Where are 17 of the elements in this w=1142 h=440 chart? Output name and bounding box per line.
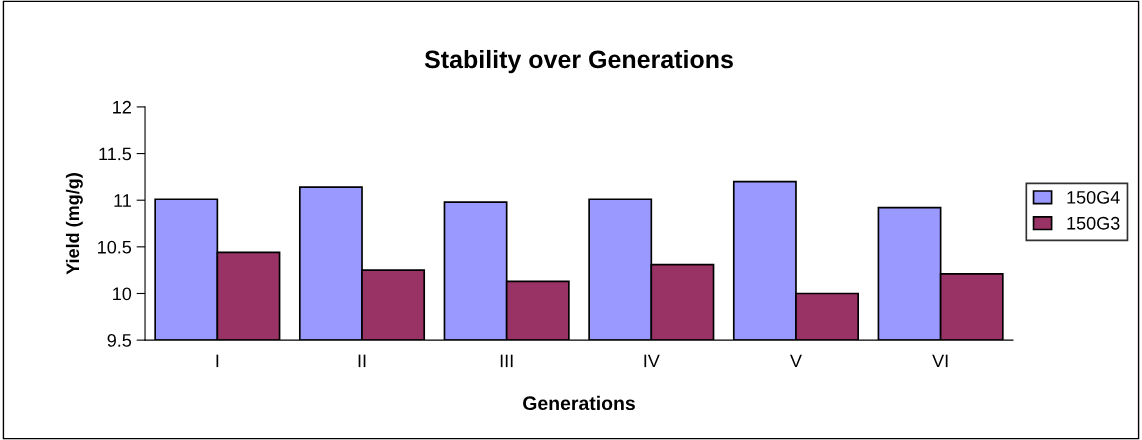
y-tick-label: 10 bbox=[113, 287, 132, 301]
legend-label: 150G4 bbox=[1067, 190, 1120, 204]
chart-title: Stability over Generations bbox=[424, 49, 733, 74]
y-tick-label: 10.5 bbox=[98, 240, 132, 254]
y-tick-label: 12 bbox=[113, 100, 131, 114]
y-tick-label: 11.5 bbox=[99, 147, 132, 161]
x-axis-title: Generations bbox=[523, 395, 635, 411]
x-tick-label: II bbox=[358, 354, 366, 368]
y-tick-label: 9.5 bbox=[107, 334, 132, 347]
y-axis-title: Yield (mg/g) bbox=[65, 173, 83, 275]
x-tick-label: V bbox=[790, 354, 802, 368]
x-tick-label: I bbox=[216, 354, 219, 368]
legend-label: 150G3 bbox=[1067, 216, 1120, 230]
x-tick-label: VI bbox=[932, 354, 948, 368]
x-tick-label: IV bbox=[644, 354, 660, 368]
y-tick-label: 11 bbox=[114, 194, 131, 207]
x-tick-label: III bbox=[500, 354, 513, 368]
